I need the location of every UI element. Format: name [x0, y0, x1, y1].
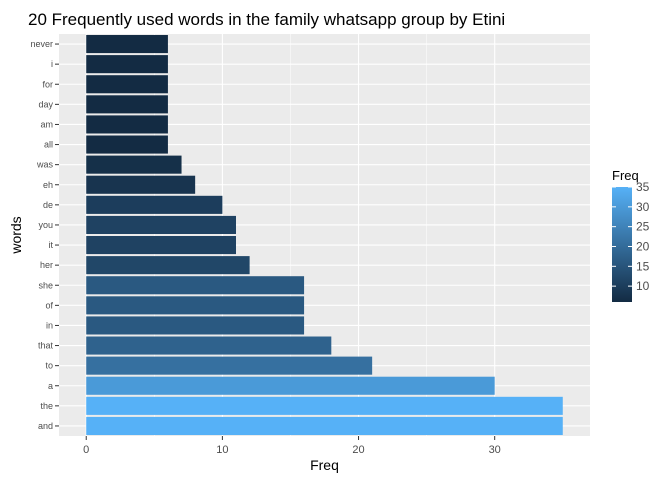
- x-axis-title: Freq: [310, 457, 339, 473]
- y-tick-label-and: and: [38, 421, 53, 431]
- bars: [86, 35, 563, 435]
- bar-de: [86, 195, 223, 214]
- legend-tick-label: 35: [636, 180, 650, 194]
- x-tick-label: 30: [489, 444, 501, 456]
- y-tick-label-it: it: [49, 240, 54, 250]
- bar-i: [86, 55, 168, 74]
- y-tick-label-was: was: [36, 160, 54, 170]
- y-tick-label-a: a: [48, 381, 53, 391]
- bar-and: [86, 416, 563, 435]
- y-tick-label-in: in: [46, 320, 53, 330]
- x-tick-label: 20: [352, 444, 364, 456]
- bar-of: [86, 296, 305, 315]
- legend: Freq 10 15 20 25 30 35: [612, 168, 650, 302]
- bar-it: [86, 236, 236, 255]
- bar-am: [86, 115, 168, 134]
- bar-that: [86, 336, 332, 355]
- y-tick-label-for: for: [42, 79, 53, 89]
- bar-a: [86, 376, 495, 395]
- y-tick-label-to: to: [45, 361, 53, 371]
- bar-in: [86, 316, 305, 335]
- y-tick-label-eh: eh: [43, 180, 53, 190]
- bar-was: [86, 155, 182, 174]
- x-tick-label: 0: [83, 444, 89, 456]
- y-tick-label-am: am: [40, 119, 53, 129]
- bar-eh: [86, 175, 196, 194]
- chart-title: 20 Frequently used words in the family w…: [28, 10, 505, 29]
- bar-the: [86, 396, 563, 415]
- y-tick-label-her: her: [40, 260, 53, 270]
- y-tick-label-day: day: [38, 99, 53, 109]
- bar-she: [86, 276, 305, 295]
- legend-colorbar: [612, 187, 632, 302]
- bar-to: [86, 356, 373, 375]
- legend-tick-label: 25: [636, 220, 650, 234]
- y-tick-label-de: de: [43, 200, 53, 210]
- y-axis-title: words: [8, 216, 24, 254]
- legend-title: Freq: [612, 168, 639, 183]
- y-tick-label-never: never: [30, 39, 53, 49]
- y-tick-label-i: i: [51, 59, 53, 69]
- y-tick-label-you: you: [38, 220, 53, 230]
- y-tick-label-of: of: [45, 300, 53, 310]
- y-axis: and the a to that in of she her it you de eh was all am…: [30, 39, 59, 431]
- plot-panel: [59, 34, 590, 436]
- legend-tick-label: 20: [636, 239, 650, 253]
- bar-for: [86, 75, 168, 94]
- x-tick-label: 10: [216, 444, 228, 456]
- y-tick-label-all: all: [44, 140, 53, 150]
- legend-tick-label: 15: [636, 259, 650, 273]
- bar-you: [86, 215, 236, 234]
- y-tick-label-that: that: [38, 341, 54, 351]
- bar-all: [86, 135, 168, 154]
- bar-never: [86, 35, 168, 54]
- legend-tick-label: 10: [636, 279, 650, 293]
- y-tick-label-she: she: [38, 280, 53, 290]
- bar-day: [86, 95, 168, 114]
- x-axis: 0 10 20 30: [83, 436, 501, 456]
- legend-tick-label: 30: [636, 200, 650, 214]
- bar-her: [86, 256, 250, 275]
- y-tick-label-the: the: [40, 401, 53, 411]
